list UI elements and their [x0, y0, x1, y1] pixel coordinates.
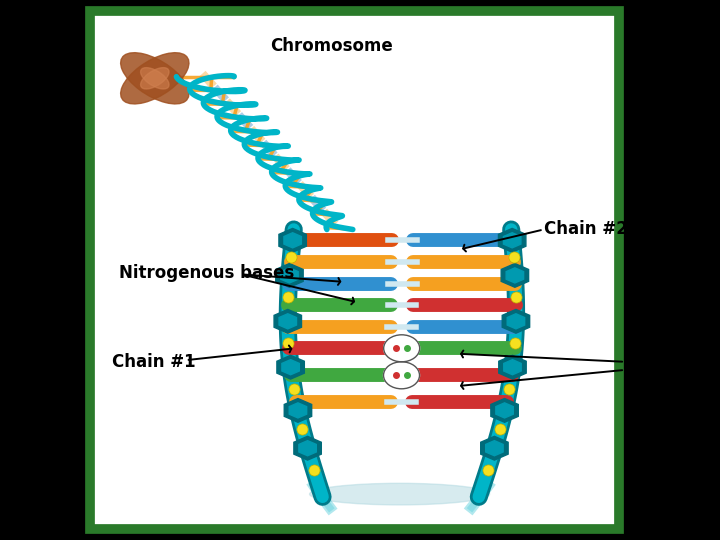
- Ellipse shape: [140, 68, 169, 89]
- Text: Nitrogenous bases: Nitrogenous bases: [119, 264, 294, 282]
- Ellipse shape: [310, 483, 490, 505]
- FancyBboxPatch shape: [90, 11, 619, 529]
- Text: Chain #2: Chain #2: [544, 220, 627, 239]
- Ellipse shape: [140, 68, 169, 89]
- Circle shape: [384, 362, 420, 389]
- Circle shape: [384, 335, 420, 362]
- Text: Hydrogen
bonds: Hydrogen bonds: [626, 348, 718, 387]
- Ellipse shape: [121, 53, 189, 104]
- Ellipse shape: [121, 53, 189, 104]
- Text: Chain #1: Chain #1: [112, 353, 195, 371]
- Text: Chromosome: Chromosome: [270, 37, 392, 55]
